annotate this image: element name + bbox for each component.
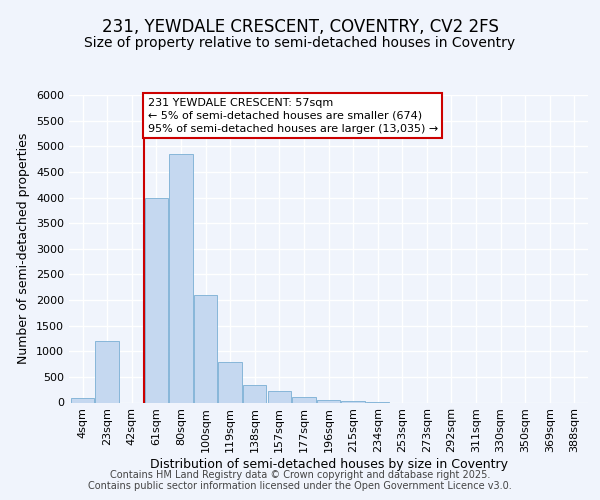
Bar [95,341,119,402]
Text: Contains public sector information licensed under the Open Government Licence v3: Contains public sector information licen… [88,481,512,491]
Bar [292,397,316,402]
Bar [317,400,340,402]
Text: 231, YEWDALE CRESCENT, COVENTRY, CV2 2FS: 231, YEWDALE CRESCENT, COVENTRY, CV2 2FS [101,18,499,36]
Bar [169,154,193,402]
Bar [268,390,291,402]
Text: Size of property relative to semi-detached houses in Coventry: Size of property relative to semi-detach… [85,36,515,50]
Text: 231 YEWDALE CRESCENT: 57sqm
← 5% of semi-detached houses are smaller (674)
95% o: 231 YEWDALE CRESCENT: 57sqm ← 5% of semi… [148,98,438,134]
Bar [71,398,94,402]
Bar [194,295,217,403]
Text: Contains HM Land Registry data © Crown copyright and database right 2025.: Contains HM Land Registry data © Crown c… [110,470,490,480]
Y-axis label: Number of semi-detached properties: Number of semi-detached properties [17,133,31,364]
X-axis label: Distribution of semi-detached houses by size in Coventry: Distribution of semi-detached houses by … [149,458,508,471]
Bar [243,384,266,402]
Bar [218,362,242,403]
Bar [145,198,168,402]
